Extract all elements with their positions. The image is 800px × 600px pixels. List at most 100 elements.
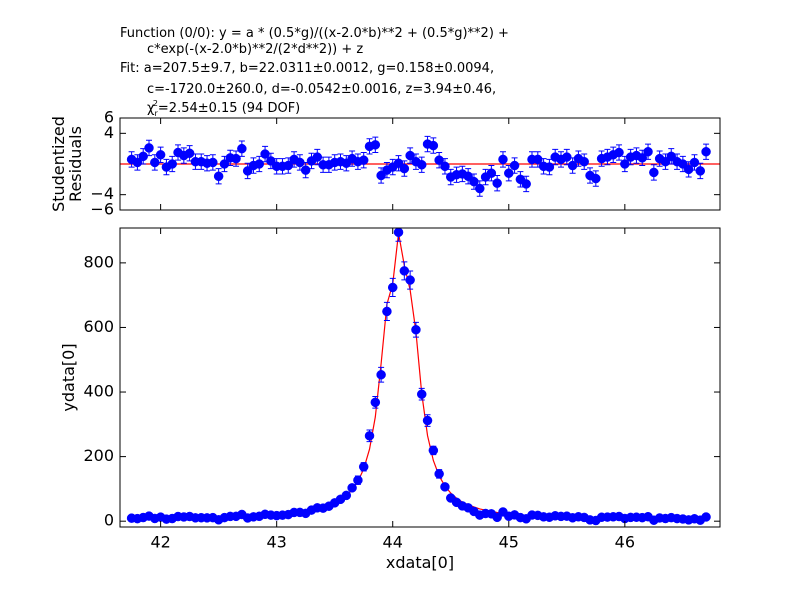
plot-area (120, 135, 720, 197)
data-point (434, 155, 444, 165)
y-tick-label: 0 (104, 511, 114, 530)
chi-symbol: χ (147, 101, 155, 116)
data-point (405, 150, 415, 161)
data-point (486, 168, 497, 178)
data-point (283, 160, 294, 171)
data-point (358, 462, 369, 472)
x-tick-label: 44 (383, 533, 403, 552)
data-point (399, 266, 410, 276)
data-point (683, 164, 694, 175)
data-point (347, 483, 357, 493)
axes-frame (119, 227, 721, 528)
data-point (649, 167, 659, 178)
x-axis-label: xdata[0] (386, 553, 454, 572)
data-point (689, 157, 700, 168)
data-point (393, 228, 404, 238)
data-point (300, 165, 311, 175)
data-point (544, 162, 555, 172)
data-point (643, 146, 653, 157)
y-tick-label: −4 (90, 184, 114, 203)
plot-area (126, 228, 711, 526)
data-point (567, 160, 578, 171)
data-point (370, 397, 381, 408)
data-point (353, 475, 363, 485)
data-point (492, 178, 502, 188)
data-point (312, 152, 323, 162)
data-point (387, 282, 398, 293)
data-point (562, 152, 572, 162)
y-tick-label: 600 (83, 317, 114, 336)
data-point (167, 159, 177, 169)
data-point (376, 370, 386, 380)
data-point (364, 431, 375, 441)
x-tick-label: 45 (499, 533, 519, 552)
y-tick-label: −6 (90, 200, 114, 219)
data-point (428, 445, 439, 456)
data-point (428, 140, 439, 151)
data-point (184, 148, 195, 159)
data-point (144, 143, 154, 153)
fit-function: c*exp(-(x-2.0*b)**2/(2*d**2)) + z (147, 42, 363, 57)
fit-params: c=-1720.0±260.0, d=-0.0542±0.0016, z=3.9… (147, 82, 496, 97)
y-axis-label: ydata[0] (59, 343, 78, 411)
y-tick-label: 4 (104, 123, 114, 142)
data-point (260, 149, 270, 159)
fit-params: Fit: a=207.5±9.7, b=22.0311±0.0012, g=0.… (120, 61, 494, 76)
chi-text: =2.54±0.15 (94 DOF) (158, 101, 300, 116)
data-point (434, 469, 444, 479)
chi-sup: 2 (153, 99, 158, 108)
data-point (469, 176, 479, 187)
data-point (399, 163, 410, 174)
data-point (358, 155, 369, 165)
data-point (150, 157, 160, 168)
data-point (405, 275, 415, 285)
data-point (475, 183, 485, 194)
chi-sub: r (155, 109, 159, 118)
data-point (440, 161, 450, 172)
data-point (138, 151, 148, 162)
data-point (701, 512, 711, 522)
data-point (440, 482, 450, 492)
data-point (411, 324, 421, 335)
data-point (498, 154, 508, 165)
axes-frame (119, 117, 721, 211)
data-point (637, 153, 647, 163)
data-point (579, 156, 589, 167)
data-point (254, 159, 265, 169)
data-point (416, 389, 427, 399)
data-point (341, 490, 352, 501)
data-point (614, 147, 624, 158)
data-point (416, 160, 427, 170)
y-tick-label: 400 (83, 382, 114, 401)
data-point (219, 159, 230, 169)
fit-chi2: χr2=2.54±0.15 (94 DOF) (147, 99, 300, 118)
data-point (533, 154, 543, 165)
data-point (509, 160, 520, 171)
data-point (695, 166, 706, 176)
x-tick-label: 42 (150, 533, 170, 552)
data-point (620, 159, 630, 169)
x-tick-label: 43 (266, 533, 286, 552)
data-point (382, 306, 392, 317)
data-point (422, 415, 433, 426)
data-point (237, 143, 247, 154)
fit-function: Function (0/0): y = a * (0.5*g)/((x-2.0*… (120, 26, 509, 41)
data-point (591, 173, 601, 184)
data-point (155, 150, 166, 160)
x-tick-label: 46 (615, 533, 635, 552)
data-point (370, 140, 381, 150)
y-axis-label: Studentized (49, 116, 68, 212)
y-tick-label: 6 (104, 108, 114, 127)
data-point (208, 157, 218, 168)
data-point (504, 168, 514, 178)
y-axis-label: Residuals (66, 126, 85, 202)
data-point (231, 153, 241, 164)
data-point (701, 146, 711, 157)
data-point (295, 157, 305, 168)
data-point (213, 171, 224, 182)
data-point (132, 157, 143, 168)
data-point (521, 179, 531, 189)
y-tick-label: 200 (83, 446, 114, 465)
